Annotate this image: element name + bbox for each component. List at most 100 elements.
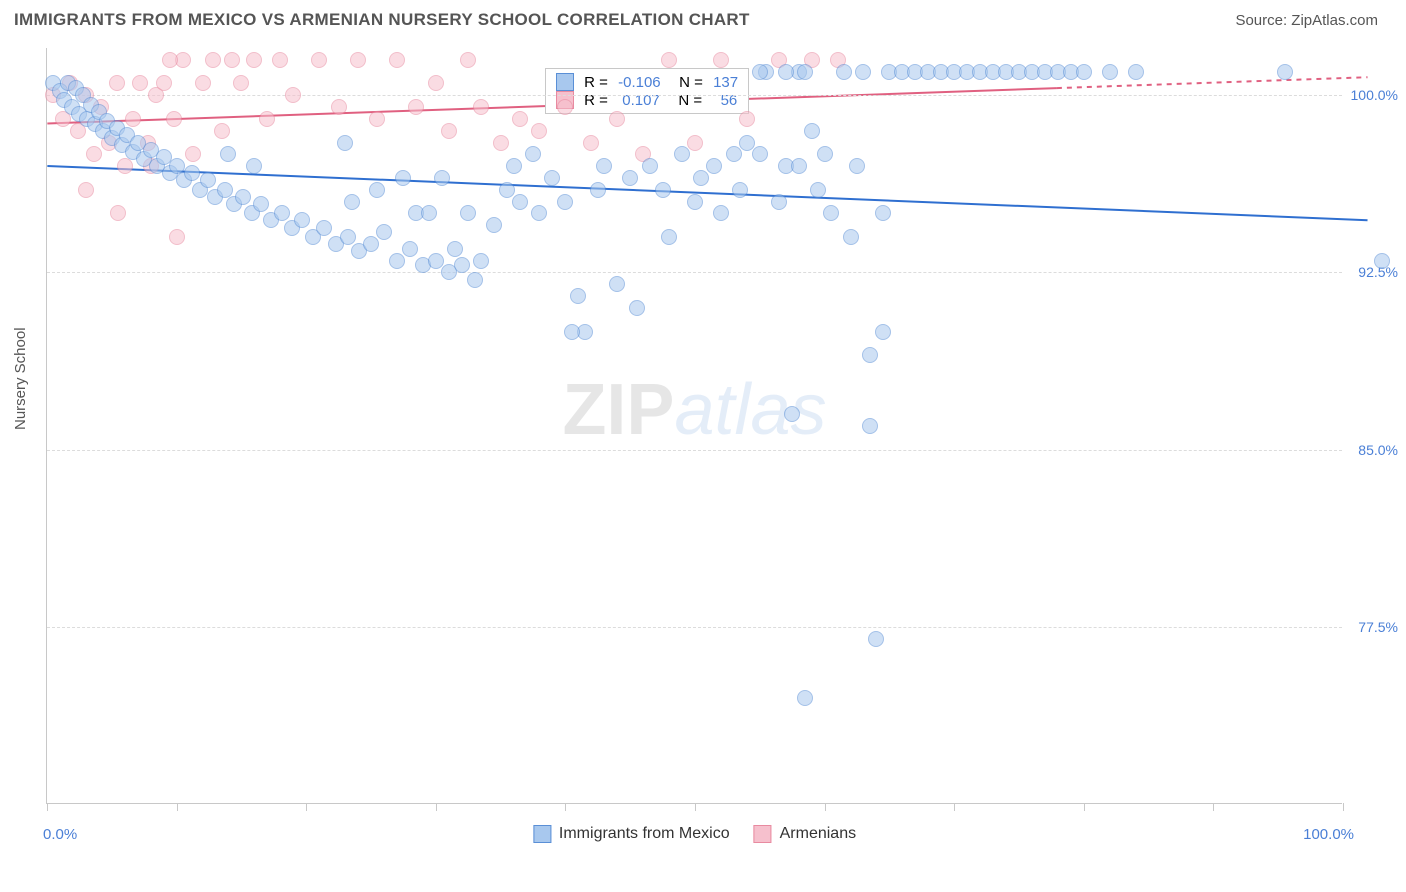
x-label-max: 100.0% xyxy=(1303,826,1354,843)
y-tick-label: 85.0% xyxy=(1358,442,1398,458)
data-point xyxy=(739,111,755,127)
data-point xyxy=(791,158,807,174)
data-point xyxy=(369,111,385,127)
data-point xyxy=(1128,64,1144,80)
data-point xyxy=(843,229,859,245)
data-point xyxy=(557,194,573,210)
data-point xyxy=(622,170,638,186)
stats-row-armenians: R = 0.107 N = 56 xyxy=(556,91,738,109)
data-point xyxy=(752,64,768,80)
data-point xyxy=(687,135,703,151)
data-point xyxy=(713,52,729,68)
data-point xyxy=(246,52,262,68)
data-point xyxy=(117,158,133,174)
data-point xyxy=(674,146,690,162)
legend-item-armenians: Armenians xyxy=(754,825,856,843)
data-point xyxy=(804,123,820,139)
data-point xyxy=(732,182,748,198)
data-point xyxy=(156,75,172,91)
data-point xyxy=(369,182,385,198)
data-point xyxy=(402,241,418,257)
data-point xyxy=(862,347,878,363)
stats-row-mexico: R = -0.106 N = 137 xyxy=(556,73,738,91)
data-point xyxy=(86,146,102,162)
data-point xyxy=(363,236,379,252)
data-point xyxy=(544,170,560,186)
data-point xyxy=(817,146,833,162)
data-point xyxy=(110,205,126,221)
gridline xyxy=(47,272,1342,273)
data-point xyxy=(376,224,392,240)
data-point xyxy=(590,182,606,198)
data-point xyxy=(726,146,742,162)
r-value-armenians: 0.107 xyxy=(622,92,660,109)
data-point xyxy=(525,146,541,162)
data-point xyxy=(169,229,185,245)
data-point xyxy=(752,146,768,162)
data-point xyxy=(166,111,182,127)
data-point xyxy=(693,170,709,186)
x-tick xyxy=(565,803,566,811)
data-point xyxy=(531,123,547,139)
data-point xyxy=(862,418,878,434)
data-point xyxy=(1102,64,1118,80)
data-point xyxy=(810,182,826,198)
gridline xyxy=(47,95,1342,96)
data-point xyxy=(771,194,787,210)
data-point xyxy=(434,170,450,186)
data-point xyxy=(200,172,216,188)
data-point xyxy=(661,229,677,245)
data-point xyxy=(447,241,463,257)
data-point xyxy=(1374,253,1390,269)
x-label-min: 0.0% xyxy=(43,826,77,843)
data-point xyxy=(454,257,470,273)
legend-label-armenians: Armenians xyxy=(780,825,856,843)
data-point xyxy=(583,135,599,151)
data-point xyxy=(629,300,645,316)
data-point xyxy=(849,158,865,174)
data-point xyxy=(460,52,476,68)
data-point xyxy=(739,135,755,151)
swatch-mexico xyxy=(556,73,574,91)
data-point xyxy=(340,229,356,245)
data-point xyxy=(185,146,201,162)
data-point xyxy=(195,75,211,91)
data-point xyxy=(109,75,125,91)
data-point xyxy=(855,64,871,80)
data-point xyxy=(233,75,249,91)
data-point xyxy=(661,52,677,68)
data-point xyxy=(214,123,230,139)
data-point xyxy=(609,276,625,292)
data-point xyxy=(1277,64,1293,80)
data-point xyxy=(486,217,502,233)
data-point xyxy=(246,158,262,174)
x-tick xyxy=(1213,803,1214,811)
chart-title: IMMIGRANTS FROM MEXICO VS ARMENIAN NURSE… xyxy=(14,10,750,30)
data-point xyxy=(441,123,457,139)
data-point xyxy=(467,272,483,288)
data-point xyxy=(337,135,353,151)
x-tick xyxy=(695,803,696,811)
data-point xyxy=(823,205,839,221)
data-point xyxy=(421,205,437,221)
data-point xyxy=(473,253,489,269)
data-point xyxy=(311,52,327,68)
data-point xyxy=(778,64,794,80)
data-point xyxy=(1076,64,1092,80)
data-point xyxy=(642,158,658,174)
x-tick xyxy=(825,803,826,811)
x-tick xyxy=(954,803,955,811)
data-point xyxy=(389,52,405,68)
stats-legend: R = -0.106 N = 137 R = 0.107 N = 56 xyxy=(545,68,749,114)
x-tick xyxy=(177,803,178,811)
legend-item-mexico: Immigrants from Mexico xyxy=(533,825,730,843)
data-point xyxy=(344,194,360,210)
y-tick-label: 77.5% xyxy=(1358,619,1398,635)
data-point xyxy=(316,220,332,236)
data-point xyxy=(285,87,301,103)
data-point xyxy=(875,205,891,221)
data-point xyxy=(797,690,813,706)
data-point xyxy=(205,52,221,68)
gridline xyxy=(47,450,1342,451)
data-point xyxy=(512,111,528,127)
